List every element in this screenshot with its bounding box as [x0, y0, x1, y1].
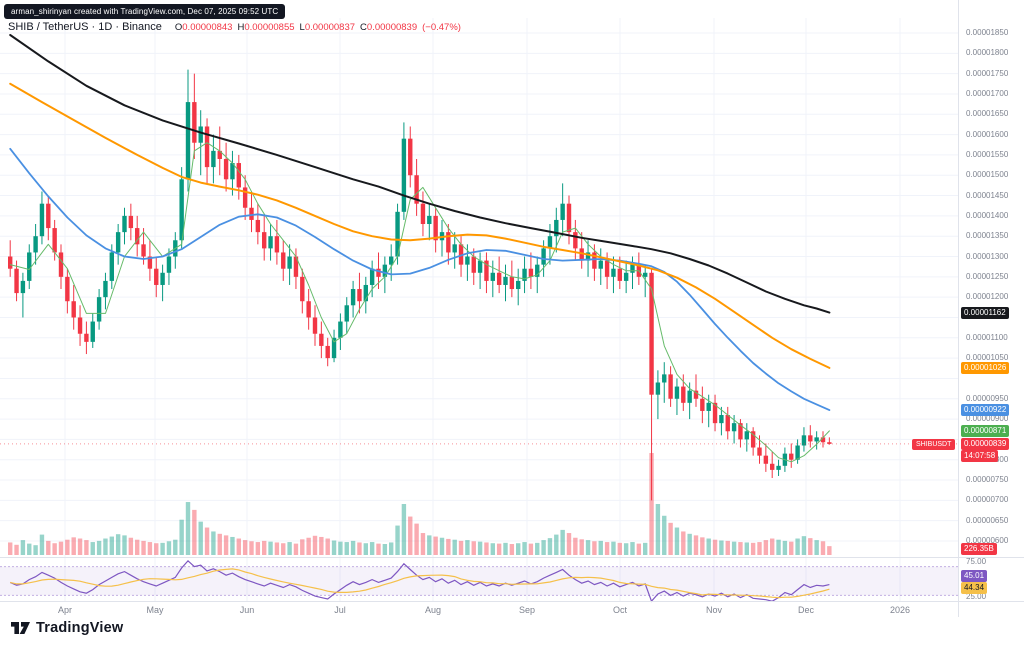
- price-axis-label: 0.00001500: [966, 170, 1009, 180]
- time-axis-label: Jul: [334, 605, 346, 615]
- time-axis-label: May: [146, 605, 164, 615]
- price-axis-label: 0.00001600: [966, 129, 1009, 139]
- tradingview-logo-text: TradingView: [36, 620, 124, 636]
- close-value: 0.00000839: [366, 22, 418, 33]
- price-axis-label: 0.00001750: [966, 68, 1009, 78]
- ohlc-values: O0.00000843 H0.00000855 L0.00000837 C0.0000…: [170, 22, 417, 33]
- time-axis-label: Sep: [518, 605, 536, 615]
- rsi-upper-band-label: 75.00: [966, 557, 987, 566]
- price-axis-label: 0.00001850: [966, 28, 1009, 37]
- price-axis-label: 0.00000750: [966, 475, 1009, 485]
- attribution-badge: arman_shirinyan created with TradingView…: [4, 4, 286, 20]
- price-axis-label: 0.00001450: [966, 190, 1009, 200]
- time-axis-label: Dec: [797, 605, 815, 615]
- rsi-ma-badge: 44.34: [961, 582, 988, 594]
- time-axis-label: 2026: [889, 605, 911, 615]
- price-axis-label: 0.00000600: [966, 536, 1009, 545]
- time-axis-label: Aug: [424, 605, 442, 615]
- high-label: H: [237, 22, 245, 33]
- time-axis-label: Nov: [705, 605, 723, 615]
- high-value: 0.00000855: [244, 22, 295, 33]
- price-axis-label: 0.00001100: [966, 332, 1008, 342]
- price-axis-label: 0.00000950: [966, 393, 1009, 403]
- price-axis-label: 0.00001300: [966, 251, 1009, 261]
- tradingview-logo-icon: [11, 622, 30, 634]
- ma-price-badge: 0.00001162: [961, 306, 1009, 319]
- ma-price-badge: 0.00001026: [961, 361, 1010, 374]
- last-price-badge: 0.00000839: [961, 437, 1010, 450]
- price-axis-label: 0.00001650: [966, 109, 1009, 119]
- close-label: C: [360, 22, 367, 33]
- low-label: L: [299, 22, 305, 33]
- tradingview-logo[interactable]: TradingView: [10, 620, 123, 636]
- time-axis-label: Apr: [57, 605, 73, 615]
- price-axis-label: 0.00001700: [966, 88, 1009, 98]
- rsi-lower-band-label: 25.00: [966, 592, 987, 601]
- symbol-price-tag: SHIBUSDT: [912, 438, 956, 450]
- candles-layer: [8, 69, 832, 501]
- time-axis-label: Oct: [612, 605, 628, 615]
- price-axis-label: 0.00001800: [966, 48, 1009, 58]
- price-axis-label: 0.00000650: [966, 515, 1009, 525]
- bar-countdown-badge: 14:07:58: [961, 449, 999, 462]
- price-axis-label: 0.00001550: [966, 149, 1009, 159]
- time-axis-label: Jun: [239, 605, 255, 615]
- price-axis-label: 0.00001200: [966, 292, 1009, 302]
- ma-price-badge: 0.00000922: [961, 404, 1010, 417]
- ma-price-badge: 0.00000871: [961, 424, 1010, 437]
- price-axis-label: 0.00001400: [966, 210, 1009, 220]
- price-axis-label: 0.00001250: [966, 271, 1009, 281]
- price-axis-label: 0.00000700: [966, 495, 1009, 505]
- symbol-legend[interactable]: SHIB / TetherUS · 1D · Binance O0.0000084…: [8, 21, 461, 33]
- symbol-title[interactable]: SHIB / TetherUS · 1D · Binance: [8, 21, 162, 33]
- price-axis-label: 0.00001350: [966, 231, 1009, 241]
- low-value: 0.00000837: [304, 22, 356, 33]
- rsi-value-badge: 45.01: [961, 570, 988, 582]
- price-axis-label: 0.00001050: [966, 353, 1009, 363]
- change-percent: (−0.47%): [422, 22, 461, 33]
- volume-badge: 226.35B: [961, 543, 997, 555]
- open-value: 0.00000843: [182, 22, 233, 33]
- open-label: O: [174, 22, 183, 33]
- price-axis-label: 0.00000900: [966, 414, 1009, 424]
